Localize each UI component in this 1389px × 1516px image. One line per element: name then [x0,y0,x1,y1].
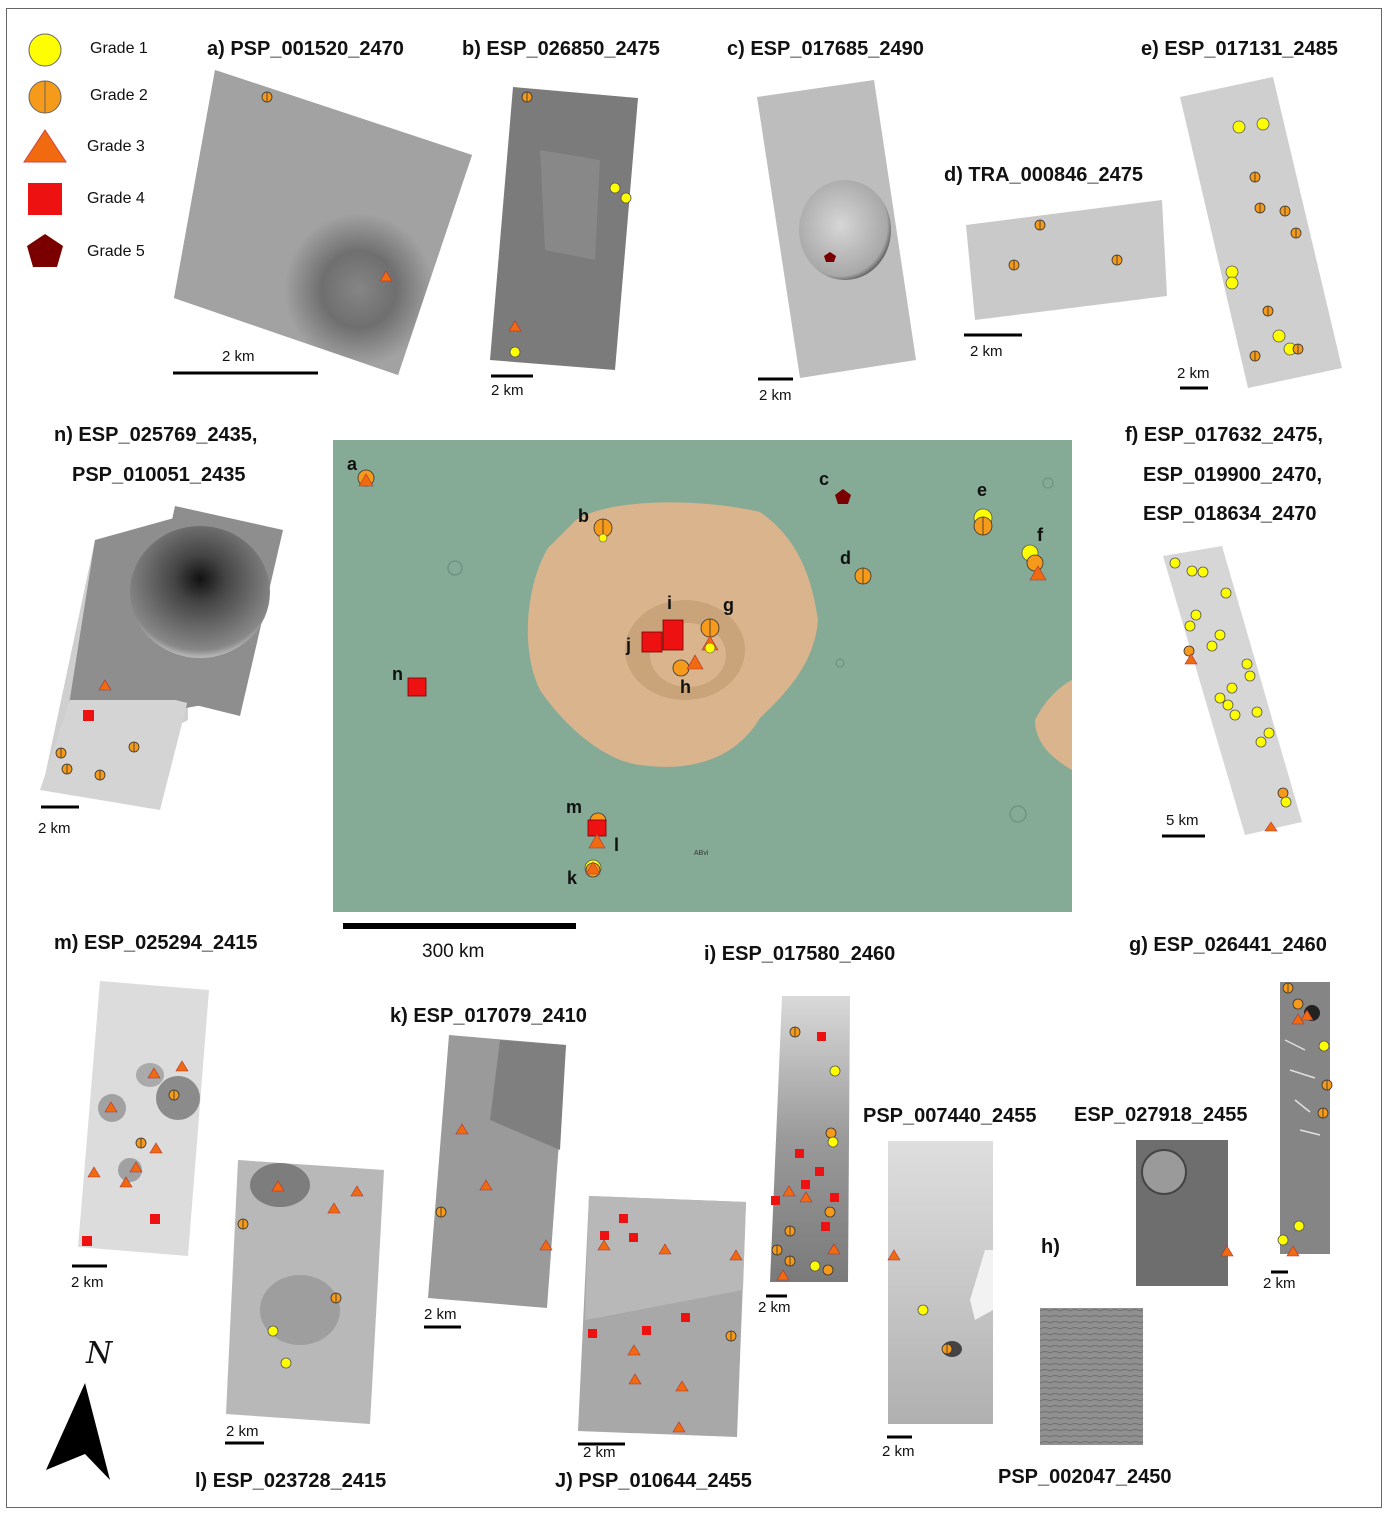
legend-symbols [23,33,67,267]
panel-j-scale: 2 km [583,1444,616,1461]
north-arrow-icon [46,1383,110,1480]
panel-a-scale: 2 km [222,348,255,365]
overview-label-l: l [614,835,620,855]
north-label: N [86,1336,113,1371]
panel-e-image [1180,77,1342,390]
overview-label-i: i [667,593,673,613]
overview-label-n: n [392,664,403,684]
overview-label-g: g [723,595,734,615]
overview-label-f: f [1037,525,1043,545]
panel-i-scale: 2 km [758,1299,791,1316]
panel-h-label: h) [1041,1236,1060,1258]
panel-m-image [72,981,209,1268]
panel-f-title-2: ESP_019900_2470, [1143,464,1323,486]
overview-label-b: b [578,506,589,526]
figure-frame [6,8,1382,1508]
overview-map [333,440,1072,929]
panel-f-title-3: ESP_018634_2470 [1143,503,1317,525]
legend-grade4-symbol [28,183,62,215]
panel-h-scale: 2 km [882,1443,915,1460]
panel-m-scale: 2 km [71,1274,104,1291]
panel-d-title: d) TRA_000846_2475 [944,164,1144,186]
panel-n-image [40,506,283,810]
panel-e-scale: 2 km [1177,365,1210,382]
panel-h-image [887,1140,1234,1445]
panel-b-image [490,87,638,378]
panel-b-scale: 2 km [491,382,524,399]
panel-n-title-1: n) ESP_025769_2435, [54,424,258,446]
panel-l-scale: 2 km [226,1423,259,1440]
panel-i-title: i) ESP_017580_2460 [704,943,896,965]
panel-d-scale: 2 km [970,343,1003,360]
panel-n-scale: 2 km [38,820,71,837]
overview-label-m: m [566,797,583,817]
legend-grade4-label: Grade 4 [87,190,145,207]
panel-f-title-1: f) ESP_017632_2475, [1125,424,1323,446]
panel-j-title: J) PSP_010644_2455 [555,1470,752,1492]
panel-f-image [1162,546,1302,838]
panel-c-image [757,80,916,381]
overview-label-k: k [567,868,578,888]
panel-a-title: a) PSP_001520_2470 [207,38,404,60]
overview-scale: 300 km [422,941,485,962]
panel-i-image [766,996,850,1298]
legend-grade1-label: Grade 1 [90,40,148,57]
overview-label-h: h [680,677,691,697]
panel-k-image [424,1035,566,1329]
overview-label-e: e [977,480,988,500]
panel-m-title: m) ESP_025294_2415 [54,932,258,954]
panel-c-title: c) ESP_017685_2490 [727,38,924,60]
overview-label-c: c [819,469,830,489]
panel-l-image [225,1160,384,1445]
legend-grade3-symbol [23,129,67,163]
panel-g-scale: 2 km [1263,1275,1296,1292]
legend-grade5-label: Grade 5 [87,243,145,260]
overview-label-d: d [840,548,851,568]
panel-d-image [964,200,1167,337]
panel-n-title-2: PSP_010051_2435 [72,464,246,486]
panel-k-title: k) ESP_017079_2410 [390,1005,587,1027]
panel-h-title-1: PSP_007440_2455 [863,1105,1037,1127]
legend-grade2-label: Grade 2 [90,87,148,104]
overview-label-j: j [626,635,632,655]
panel-f-scale: 5 km [1166,812,1199,829]
legend-grade3-label: Grade 3 [87,138,145,155]
panel-c-scale: 2 km [759,387,792,404]
panel-l-title: l) ESP_023728_2415 [195,1470,387,1492]
overview-small-text: ABvi [694,850,709,857]
panel-h-title-2: ESP_027918_2455 [1074,1104,1248,1126]
legend-grade5-symbol [27,234,63,267]
panel-e-title: e) ESP_017131_2485 [1141,38,1338,60]
panel-k-scale: 2 km [424,1306,457,1323]
panel-j-image [578,1196,746,1446]
panel-g-title: g) ESP_026441_2460 [1129,934,1327,956]
panel-h-title-3: PSP_002047_2450 [998,1466,1172,1488]
panel-g-image [1271,982,1333,1274]
legend-grade1-symbol [28,33,62,67]
overview-label-a: a [347,454,358,474]
panel-a-image [173,70,472,375]
panel-b-title: b) ESP_026850_2475 [462,38,660,60]
